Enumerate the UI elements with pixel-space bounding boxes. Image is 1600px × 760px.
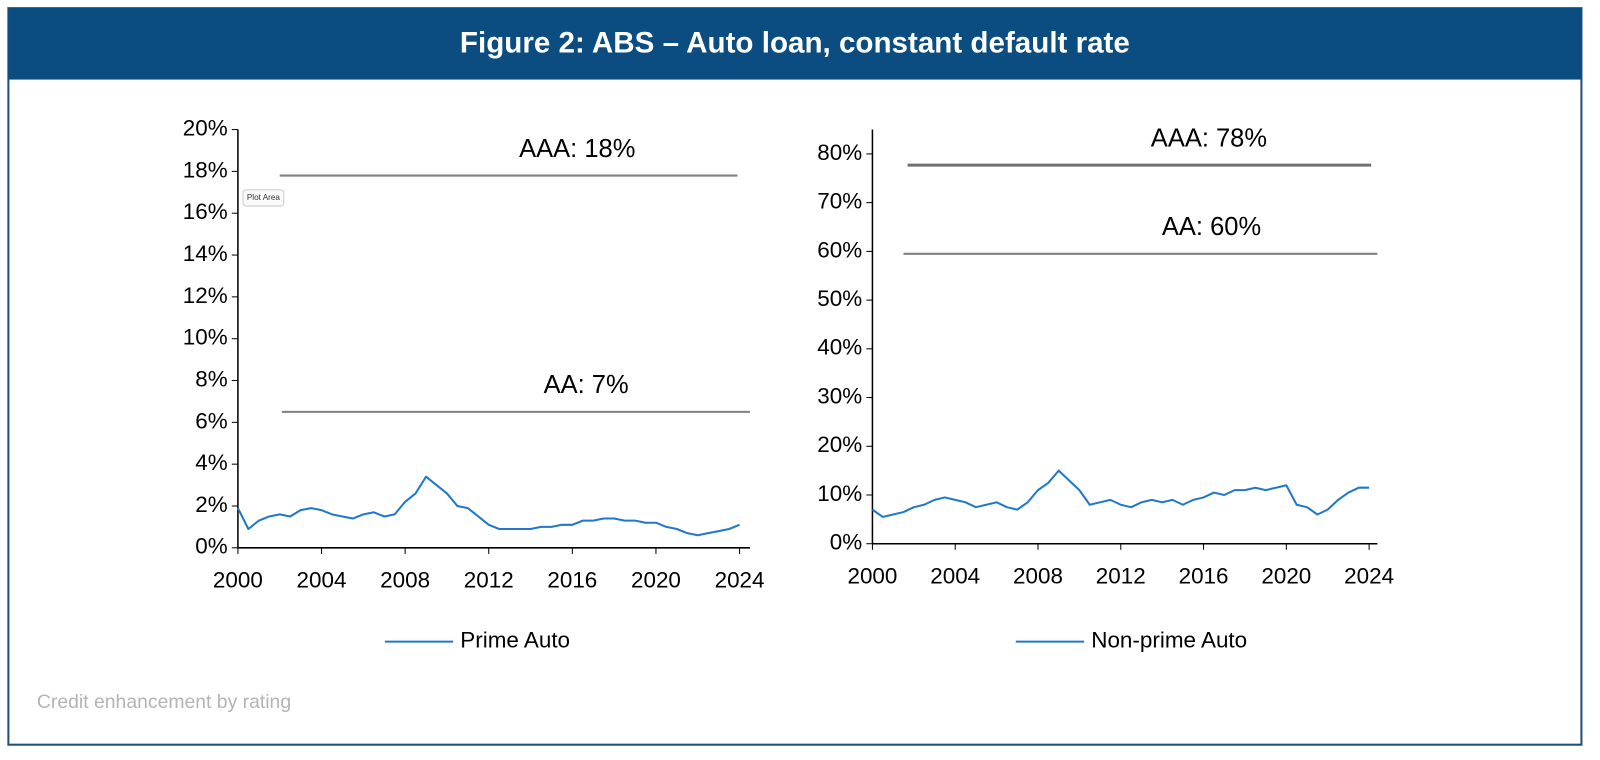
x-tick-label: 2012 [1096,563,1146,588]
y-tick-label: 20% [817,432,862,457]
rating-label: AAA: 78% [1151,124,1267,152]
title: Figure 2: ABS – Auto loan, constant defa… [460,27,1130,60]
rating-label: AA: 7% [544,371,629,399]
x-tick-label: 2024 [715,567,765,592]
x-tick-label: 2008 [380,567,430,592]
y-tick-label: 14% [183,241,228,266]
tooltip-box [242,189,285,207]
y-tick-label: 8% [195,366,227,391]
x-tick-label: 2016 [547,567,597,592]
series-line [871,469,1370,518]
rating-label: AA: 60% [1162,213,1261,241]
y-tick-label: 60% [817,237,862,262]
x-tick-label: 2004 [297,567,347,592]
y-tick-label: 20% [183,115,228,140]
x-tick-label: 2020 [631,567,681,592]
y-tick-label: 4% [195,450,227,475]
x-tick-label: 2024 [1344,563,1394,588]
series-line [236,475,740,537]
y-tick-label: 18% [183,157,228,182]
y-tick-label: 10% [817,481,862,506]
rating-label: AAA: 18% [519,135,635,163]
y-tick-label: 70% [817,189,862,214]
x-tick-label: 2020 [1261,563,1311,588]
y-tick-label: 80% [817,140,862,165]
y-tick-label: 0% [830,530,862,555]
y-tick-label: 12% [183,283,228,308]
x-tick-label: 2000 [213,567,263,592]
title-band [8,8,1582,80]
y-tick-label: 2% [195,492,227,517]
y-tick-label: 10% [183,325,228,350]
y-tick-label: 6% [195,408,227,433]
frame [7,7,1583,746]
y-tick-label: 16% [183,199,228,224]
x-tick-label: 2016 [1179,563,1229,588]
x-tick-label: 2012 [464,567,514,592]
x-tick-label: 2000 [847,563,897,588]
x-tick-label: 2004 [930,563,980,588]
footnote: Credit enhancement by rating [37,691,291,713]
legend-label: Non-prime Auto [1091,628,1247,653]
y-tick-label: 40% [817,335,862,360]
y-tick-label: 30% [817,383,862,408]
y-tick-label: 0% [195,534,227,559]
x-tick-label: 2008 [1013,563,1063,588]
y-tick-label: 50% [817,286,862,311]
tooltip: Plot Area [247,193,281,202]
legend-label: Prime Auto [460,628,570,653]
